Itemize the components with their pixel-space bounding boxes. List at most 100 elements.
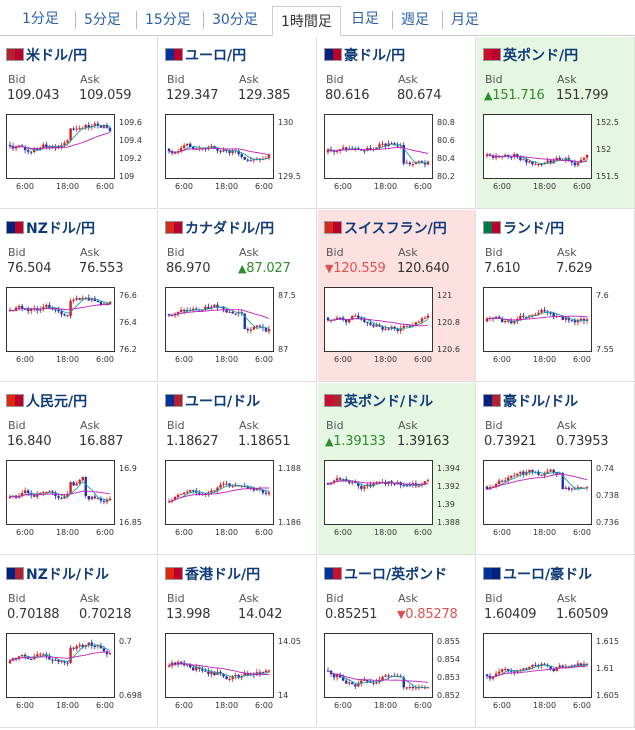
price-chart[interactable]: 7.6 7.55 6:00 18:00 6:00 bbox=[483, 287, 629, 365]
pair-title[interactable]: ユーロ/英ポンド bbox=[324, 564, 447, 584]
price-chart[interactable]: 0.74 0.738 0.736 6:00 18:00 6:00 bbox=[483, 460, 629, 538]
candle-body bbox=[516, 670, 519, 673]
ask-value: 80.674 bbox=[397, 88, 442, 103]
candle-body bbox=[26, 490, 30, 493]
candle-body bbox=[93, 645, 97, 647]
candle-body bbox=[48, 491, 51, 493]
candle-body bbox=[576, 162, 580, 166]
pair-title[interactable]: ユーロ/円 bbox=[165, 45, 246, 65]
price-chart[interactable]: 87.5 87 6:00 18:00 6:00 bbox=[165, 287, 311, 365]
x-tick-label: 6:00 bbox=[16, 355, 34, 364]
candle-body bbox=[549, 666, 552, 669]
tab-3[interactable]: 30分足 bbox=[203, 11, 266, 29]
pair-title[interactable]: 香港ドル/円 bbox=[165, 564, 260, 584]
candle-body bbox=[525, 317, 528, 319]
pair-title[interactable]: ランド/円 bbox=[483, 218, 564, 238]
y-tick-label: 151.5 bbox=[596, 172, 619, 181]
price-chart[interactable]: 76.6 76.4 76.2 6:00 18:00 6:00 bbox=[6, 287, 152, 365]
price-chart[interactable]: 0.855 0.854 0.853 0.852 6:00 18:00 6:00 bbox=[324, 633, 470, 711]
candle-body bbox=[570, 161, 574, 163]
pair-cell[interactable]: 豪ドル/円 Bid Ask 80.616 80.674 80.8 80.6 80.4 80.2 6… bbox=[318, 37, 476, 209]
candle-body bbox=[363, 486, 366, 489]
candle-body bbox=[258, 672, 262, 674]
candle-body bbox=[36, 654, 39, 657]
flag-icon bbox=[165, 394, 183, 407]
candle-body bbox=[231, 485, 234, 487]
price-chart[interactable]: 152.5 152 151.5 6:00 18:00 6:00 bbox=[483, 114, 629, 192]
moving-average-line bbox=[486, 154, 588, 163]
pair-cell[interactable]: NZドル/ドル Bid Ask 0.70188 0.70218 0.7 0.698 6:00 1… bbox=[0, 556, 158, 728]
price-chart[interactable]: 1.394 1.392 1.39 1.388 6:00 18:00 6:00 bbox=[324, 460, 470, 538]
tab-5[interactable]: 日足 bbox=[351, 11, 379, 27]
price-chart[interactable]: 121 120.8 120.6 6:00 18:00 6:00 bbox=[324, 287, 470, 365]
pair-cell[interactable]: ユーロ/円 Bid Ask 129.347 129.385 130 129.5 6:00 18:… bbox=[159, 37, 317, 209]
y-tick-label: 109.6 bbox=[119, 118, 142, 127]
candle-body bbox=[231, 676, 234, 679]
pair-title[interactable]: NZドル/ドル bbox=[6, 564, 109, 584]
pair-cell[interactable]: 香港ドル/円 Bid Ask 13.998 14.042 14.05 14 6:00 18:00… bbox=[159, 556, 317, 728]
candle-body bbox=[366, 679, 369, 682]
tab-4[interactable]: 1時間足 bbox=[272, 6, 341, 36]
pair-title[interactable]: 英ポンド/円 bbox=[483, 45, 578, 65]
candle-body bbox=[179, 494, 183, 496]
candle-body bbox=[369, 484, 372, 486]
candle-body bbox=[63, 142, 66, 146]
pair-title[interactable]: 豪ドル/ドル bbox=[483, 391, 578, 411]
pair-title[interactable]: 豪ドル/円 bbox=[324, 45, 405, 65]
price-chart[interactable]: 14.05 14 6:00 18:00 6:00 bbox=[165, 633, 311, 711]
pair-cell[interactable]: カナダドル/円 Bid Ask 86.970 ▲87.027 87.5 87 6:00 18:0… bbox=[159, 210, 317, 382]
x-tick-label: 18:00 bbox=[374, 182, 397, 191]
candle-body bbox=[341, 479, 345, 481]
candle-body bbox=[216, 487, 219, 491]
candle-body bbox=[494, 156, 498, 158]
pair-title[interactable]: 人民元/円 bbox=[6, 391, 87, 411]
x-tick-label: 6:00 bbox=[96, 355, 114, 364]
tab-1[interactable]: 5分足 bbox=[75, 11, 129, 29]
candle-body bbox=[264, 328, 268, 332]
price-chart[interactable]: 1.188 1.186 6:00 18:00 6:00 bbox=[165, 460, 311, 538]
pair-cell[interactable]: ユーロ/英ポンド Bid Ask 0.85251 ▼0.85278 0.855 0.854 0… bbox=[318, 556, 476, 728]
flag-icon bbox=[483, 48, 501, 61]
ask-label: Ask bbox=[80, 246, 100, 259]
price-chart[interactable]: 16.9 16.85 6:00 18:00 6:00 bbox=[6, 460, 152, 538]
candle-body bbox=[537, 471, 540, 475]
pair-cell[interactable]: ユーロ/ドル Bid Ask 1.18627 1.18651 1.188 1.186 6:00… bbox=[159, 383, 317, 555]
tab-0[interactable]: 1分足 bbox=[22, 11, 59, 27]
x-tick-label: 6:00 bbox=[16, 528, 34, 537]
pair-cell[interactable]: 人民元/円 Bid Ask 16.840 16.887 16.9 16.85 6:00 18:0… bbox=[0, 383, 158, 555]
tab-7[interactable]: 月足 bbox=[442, 11, 487, 29]
candle-body bbox=[192, 490, 195, 492]
tab-6[interactable]: 週足 bbox=[392, 11, 437, 29]
pair-title[interactable]: NZドル/円 bbox=[6, 218, 95, 238]
candle-body bbox=[176, 494, 180, 497]
moving-average-line bbox=[168, 309, 270, 319]
candle-body bbox=[534, 314, 537, 316]
pair-cell[interactable]: 豪ドル/ドル Bid Ask 0.73921 0.73953 0.74 0.738 0.736… bbox=[477, 383, 635, 555]
pair-cell[interactable]: ランド/円 Bid Ask 7.610 7.629 7.6 7.55 6:00 18:00 6:0… bbox=[477, 210, 635, 382]
candle-body bbox=[23, 146, 27, 151]
tab-2[interactable]: 15分足 bbox=[136, 11, 199, 29]
pair-cell[interactable]: 米ドル/円 Bid Ask 109.043 109.059 109.6 109.4 109.2… bbox=[0, 37, 158, 209]
pair-cell[interactable]: 英ポンド/円 Bid Ask ▲151.716 151.799 152.5 152 151.5… bbox=[477, 37, 635, 209]
candle-body bbox=[387, 328, 390, 330]
pair-title[interactable]: 米ドル/円 bbox=[6, 45, 87, 65]
price-chart[interactable]: 109.6 109.4 109.2 109 6:00 18:00 6:00 bbox=[6, 114, 152, 192]
price-chart[interactable]: 80.8 80.6 80.4 80.2 6:00 18:00 6:00 bbox=[324, 114, 470, 192]
pair-cell[interactable]: ユーロ/豪ドル Bid Ask 1.60409 1.60509 1.615 1.61 1.60… bbox=[477, 556, 635, 728]
pair-title[interactable]: ユーロ/豪ドル bbox=[483, 564, 592, 584]
pair-cell[interactable]: NZドル/円 Bid Ask 76.504 76.553 76.6 76.4 76.2 6:00… bbox=[0, 210, 158, 382]
pair-title[interactable]: 英ポンド/ドル bbox=[324, 391, 433, 411]
pair-title[interactable]: ユーロ/ドル bbox=[165, 391, 260, 411]
y-tick-label: 120.6 bbox=[437, 345, 460, 354]
pair-cell[interactable]: スイスフラン/円 Bid Ask ▼120.559 120.640 121 120.8 120… bbox=[318, 210, 476, 382]
candle-body bbox=[332, 480, 336, 483]
candle-body bbox=[531, 314, 534, 316]
pair-title[interactable]: スイスフラン/円 bbox=[324, 218, 447, 238]
pair-title[interactable]: カナダドル/円 bbox=[165, 218, 274, 238]
candle-body bbox=[102, 303, 106, 305]
candle-body bbox=[420, 318, 424, 322]
price-chart[interactable]: 1.615 1.61 1.605 6:00 18:00 6:00 bbox=[483, 633, 629, 711]
pair-cell[interactable]: 英ポンド/ドル Bid Ask ▲1.39133 1.39163 1.394 1.392 1.… bbox=[318, 383, 476, 555]
price-chart[interactable]: 0.7 0.698 6:00 18:00 6:00 bbox=[6, 633, 152, 711]
price-chart[interactable]: 130 129.5 6:00 18:00 6:00 bbox=[165, 114, 311, 192]
